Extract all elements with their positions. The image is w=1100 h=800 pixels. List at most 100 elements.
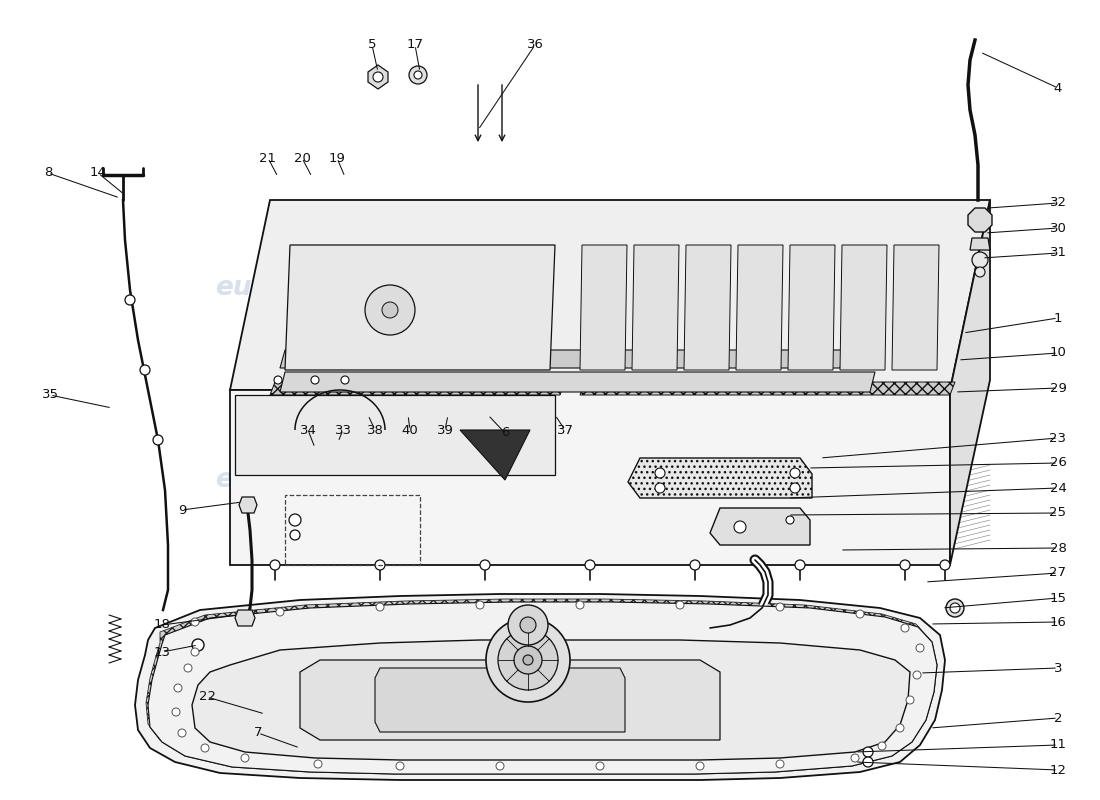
Circle shape <box>901 624 909 632</box>
Text: 5: 5 <box>367 38 376 51</box>
Text: 24: 24 <box>1049 482 1066 494</box>
Circle shape <box>290 530 300 540</box>
Circle shape <box>790 483 800 493</box>
Polygon shape <box>135 594 945 780</box>
Circle shape <box>654 483 666 493</box>
Circle shape <box>125 295 135 305</box>
Circle shape <box>270 560 280 570</box>
Circle shape <box>950 603 960 613</box>
Text: 1: 1 <box>1054 311 1063 325</box>
Circle shape <box>776 760 784 768</box>
Text: 11: 11 <box>1049 738 1067 751</box>
Circle shape <box>906 696 914 704</box>
Circle shape <box>913 671 921 679</box>
Text: 17: 17 <box>407 38 424 51</box>
Text: 39: 39 <box>437 423 453 437</box>
Text: 9: 9 <box>178 503 186 517</box>
Polygon shape <box>840 245 887 370</box>
Circle shape <box>178 729 186 737</box>
Text: 37: 37 <box>557 423 573 437</box>
Circle shape <box>376 603 384 611</box>
Circle shape <box>476 601 484 609</box>
Circle shape <box>153 435 163 445</box>
Text: 29: 29 <box>1049 382 1066 394</box>
Circle shape <box>975 267 984 277</box>
Polygon shape <box>580 245 627 370</box>
Polygon shape <box>970 238 990 250</box>
Circle shape <box>486 618 570 702</box>
Text: 35: 35 <box>42 389 58 402</box>
Circle shape <box>596 762 604 770</box>
Polygon shape <box>368 65 388 89</box>
Text: 26: 26 <box>1049 457 1066 470</box>
Polygon shape <box>270 382 565 395</box>
Polygon shape <box>280 372 874 392</box>
Circle shape <box>341 376 349 384</box>
Circle shape <box>192 639 204 651</box>
Circle shape <box>191 648 199 656</box>
Text: 34: 34 <box>299 423 317 437</box>
Text: 22: 22 <box>198 690 216 703</box>
Text: 12: 12 <box>1049 763 1067 777</box>
Circle shape <box>276 608 284 616</box>
Circle shape <box>696 762 704 770</box>
Circle shape <box>201 744 209 752</box>
Text: 2: 2 <box>1054 711 1063 725</box>
Text: 32: 32 <box>1049 197 1067 210</box>
Polygon shape <box>235 395 556 475</box>
Text: 4: 4 <box>1054 82 1063 94</box>
Circle shape <box>972 252 988 268</box>
Circle shape <box>514 646 542 674</box>
Text: 13: 13 <box>154 646 170 658</box>
Circle shape <box>946 599 964 617</box>
Text: 31: 31 <box>1049 246 1067 259</box>
Polygon shape <box>230 390 950 565</box>
Text: 19: 19 <box>329 151 345 165</box>
Circle shape <box>776 603 784 611</box>
Text: 3: 3 <box>1054 662 1063 674</box>
Circle shape <box>795 560 805 570</box>
Circle shape <box>414 71 422 79</box>
Text: eurospareparts: eurospareparts <box>216 275 444 301</box>
Polygon shape <box>788 245 835 370</box>
Circle shape <box>900 560 910 570</box>
Polygon shape <box>710 508 810 545</box>
Circle shape <box>365 285 415 335</box>
Polygon shape <box>148 602 937 774</box>
Circle shape <box>916 644 924 652</box>
Circle shape <box>409 66 427 84</box>
Circle shape <box>654 468 666 478</box>
Circle shape <box>375 560 385 570</box>
Polygon shape <box>192 640 910 760</box>
Polygon shape <box>460 430 530 480</box>
Polygon shape <box>235 610 255 626</box>
Circle shape <box>241 754 249 762</box>
Polygon shape <box>375 668 625 732</box>
Circle shape <box>786 516 794 524</box>
Circle shape <box>172 708 180 716</box>
Circle shape <box>191 618 199 626</box>
Circle shape <box>522 655 534 665</box>
Polygon shape <box>146 599 935 772</box>
Text: 33: 33 <box>334 423 352 437</box>
Text: 25: 25 <box>1049 506 1067 519</box>
Text: eurospareparts: eurospareparts <box>216 467 444 493</box>
Text: 6: 6 <box>500 426 509 439</box>
Circle shape <box>508 605 548 645</box>
Circle shape <box>396 762 404 770</box>
Text: 18: 18 <box>154 618 170 631</box>
Text: 16: 16 <box>1049 615 1066 629</box>
Circle shape <box>382 302 398 318</box>
Circle shape <box>851 754 859 762</box>
Text: 40: 40 <box>402 423 418 437</box>
Text: 8: 8 <box>44 166 52 179</box>
Polygon shape <box>684 245 732 370</box>
Circle shape <box>184 664 192 672</box>
Circle shape <box>174 684 182 692</box>
Polygon shape <box>300 660 720 740</box>
Circle shape <box>864 757 873 767</box>
Text: 23: 23 <box>1049 431 1067 445</box>
Circle shape <box>242 499 254 511</box>
Text: 21: 21 <box>260 151 276 165</box>
Circle shape <box>940 560 950 570</box>
